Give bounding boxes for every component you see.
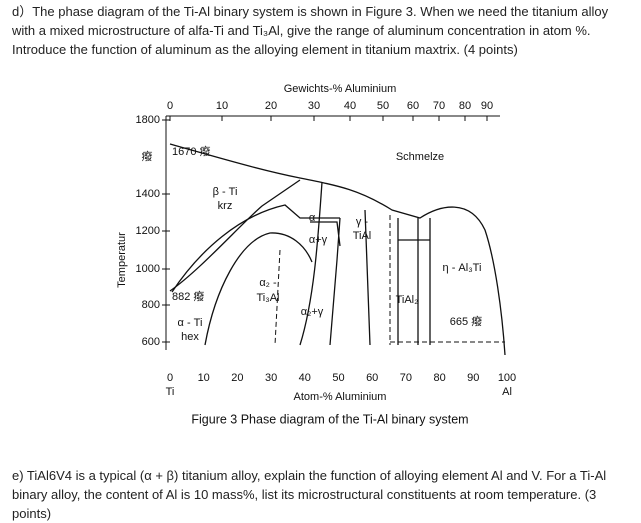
phase-label: β - Ti [213, 186, 238, 198]
phase-label: α₂+γ [301, 306, 324, 318]
y-tick-label: 1400 [136, 188, 160, 200]
phase-label: 癈 [142, 149, 153, 163]
top-tick-label: 80 [459, 100, 471, 112]
bottom-tick-label: 90 [467, 372, 479, 384]
bottom-tick-label: 80 [433, 372, 445, 384]
phase-label: 1670 癈 [172, 144, 211, 158]
phase-diagram: Gewichts-% Aluminium Gewichts-% Aluminiu… [116, 83, 516, 426]
alpha2-dome [204, 232, 313, 346]
page: d）The phase diagram of the Ti-Al binary … [12, 4, 609, 521]
top-tick-label: 30 [308, 100, 320, 112]
bottom-tick-label: 70 [400, 372, 412, 384]
phase-label: α+γ [309, 234, 328, 246]
top-tick-label: 70 [433, 100, 445, 112]
top-axis-title: Gewichts-% Aluminium [284, 83, 396, 95]
end-label: Al [502, 386, 512, 398]
y-tick-label: 1000 [136, 263, 160, 275]
phase-label: TiAl₂ [396, 294, 419, 306]
bottom-tick-label: 0 [167, 372, 173, 384]
phase-label: α₂ - [259, 277, 277, 289]
phase-label: hex [181, 331, 199, 343]
phase-label: α [309, 212, 316, 224]
question-d: d）The phase diagram of the Ti-Al binary … [12, 4, 609, 57]
top-tick-label: 90 [481, 100, 493, 112]
liquidus [169, 143, 506, 356]
y-tick-label: 800 [142, 299, 160, 311]
bottom-axis-title: Atom-% Aluminium [294, 391, 387, 403]
y-tick-label: 1200 [136, 225, 160, 237]
top-tick-label: 40 [344, 100, 356, 112]
phase-label: Ti₃Al [256, 292, 279, 304]
top-tick-label: 20 [265, 100, 277, 112]
top-tick-label: 50 [377, 100, 389, 112]
caption: Figure 3 Phase diagram of the Ti-Al bina… [191, 412, 468, 426]
bottom-tick-label: 50 [332, 372, 344, 384]
bottom-tick-label: 10 [198, 372, 210, 384]
bottom-tick-label: 100 [498, 372, 516, 384]
phase-line [299, 181, 431, 346]
phase-label: 882 癈 [172, 289, 204, 303]
y-axis-title: Temperatur [116, 232, 128, 288]
phase-label: 665 癈 [450, 314, 482, 328]
top-tick-label: 0 [167, 100, 173, 112]
y-tick-label: 600 [142, 336, 160, 348]
y-tick-label: 1800 [136, 114, 160, 126]
top-tick-label: 60 [407, 100, 419, 112]
phase-label: η - Al₃Ti [443, 262, 482, 274]
question-e: e) TiAl6V4 is a typical (α + β) titanium… [12, 468, 607, 521]
end-label: Ti [166, 386, 175, 398]
phase-label: TiAl [353, 230, 372, 242]
phase-label: krz [218, 200, 233, 212]
phase-line-dashed [274, 215, 505, 346]
phase-label: α - Ti [178, 317, 203, 329]
phase-label: γ - [356, 216, 369, 228]
bottom-tick-label: 30 [265, 372, 277, 384]
phase-label: Schmelze [396, 151, 444, 163]
top-tick-label: 10 [216, 100, 228, 112]
bottom-tick-label: 40 [299, 372, 311, 384]
bottom-tick-label: 60 [366, 372, 378, 384]
alpha-boundary [171, 204, 340, 293]
bottom-tick-label: 20 [231, 372, 243, 384]
beta-transus [169, 179, 301, 292]
